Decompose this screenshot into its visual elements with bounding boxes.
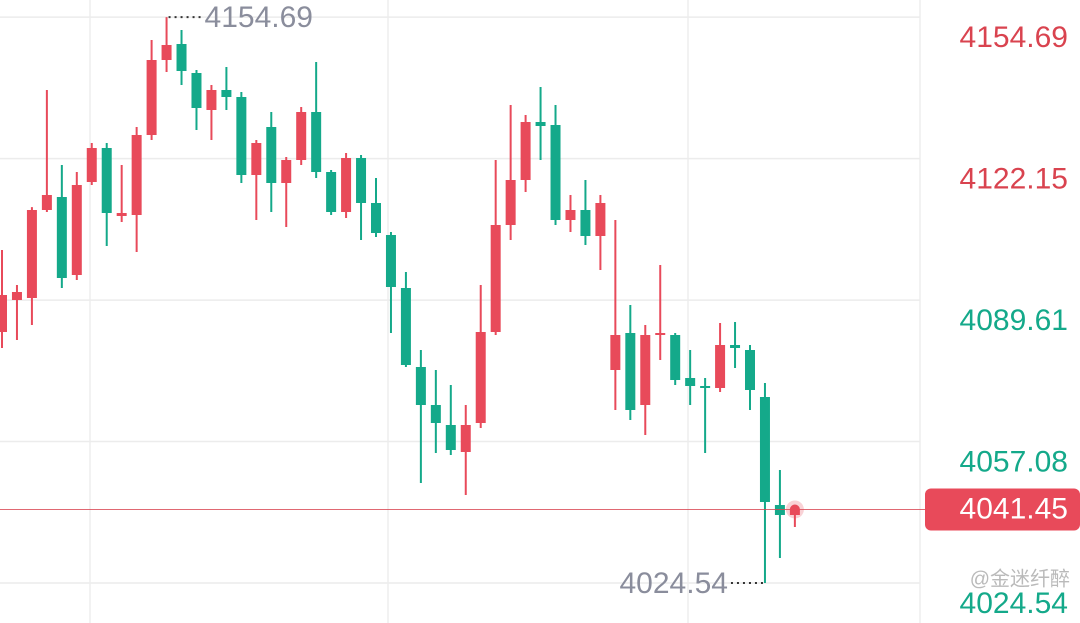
last-price-dot [789, 504, 800, 515]
candle-body [281, 160, 292, 183]
candle-body [176, 44, 187, 71]
candle-body [685, 378, 696, 386]
last-price-label: 4041.45 [960, 492, 1068, 525]
candle-body [371, 203, 381, 233]
watermark: @金迷纤醉 [970, 567, 1070, 590]
last-price-tag [925, 488, 1080, 531]
candle-body [655, 333, 666, 335]
candle-body [580, 210, 591, 236]
candle-body [0, 295, 7, 332]
candle-body [131, 135, 142, 215]
candle-body [266, 127, 277, 183]
candle-body [745, 350, 755, 390]
candle-body [385, 235, 396, 287]
candle-body [774, 505, 785, 515]
candle-body [326, 172, 337, 212]
candle-body [400, 288, 411, 365]
candle-body [520, 122, 531, 180]
candle-body [759, 397, 770, 502]
candle-body [11, 292, 22, 300]
candle-body [341, 158, 352, 212]
candle-body [146, 60, 157, 135]
y-tick-label: 4154.69 [960, 21, 1068, 54]
candle-body [415, 367, 426, 405]
candle-body [206, 90, 217, 110]
y-tick-label: 4089.61 [960, 304, 1068, 337]
candle-body [161, 45, 172, 60]
candle-body [670, 335, 681, 380]
candle-body [311, 112, 322, 172]
candle-body [550, 125, 561, 220]
candle-body [700, 386, 711, 388]
candle-body [86, 148, 97, 182]
candle-body [296, 112, 307, 160]
candle-body [475, 332, 486, 423]
candle-body [251, 143, 262, 175]
candle-body [191, 73, 202, 108]
candle-body [41, 195, 52, 210]
candle-body [356, 158, 367, 203]
grid [0, 16, 920, 584]
candle-body [430, 405, 441, 423]
y-tick-label: 4024.54 [960, 587, 1068, 620]
candle-body [236, 97, 247, 175]
candles [0, 17, 800, 583]
candle-body [715, 345, 726, 388]
candle-body [505, 180, 516, 225]
candle-body [625, 333, 636, 410]
candle-body [460, 425, 471, 452]
candle-body [565, 210, 576, 220]
candle-body [101, 148, 112, 213]
candle-body [71, 185, 82, 275]
candle-body [490, 225, 501, 332]
low-label: 4024.54 [620, 567, 728, 600]
candle-body [221, 90, 232, 97]
candle-body [640, 335, 651, 405]
candle-body [730, 345, 741, 348]
y-tick-label: 4122.15 [960, 163, 1068, 196]
y-tick-label: 4057.08 [960, 445, 1068, 478]
candle-body [26, 210, 37, 298]
candle-body [445, 425, 456, 450]
candle-body [610, 335, 621, 370]
candle-body [595, 203, 606, 236]
candle-body [535, 122, 546, 126]
candle-body [116, 213, 127, 216]
high-label: 4154.69 [205, 1, 313, 34]
candle-body [56, 197, 67, 278]
